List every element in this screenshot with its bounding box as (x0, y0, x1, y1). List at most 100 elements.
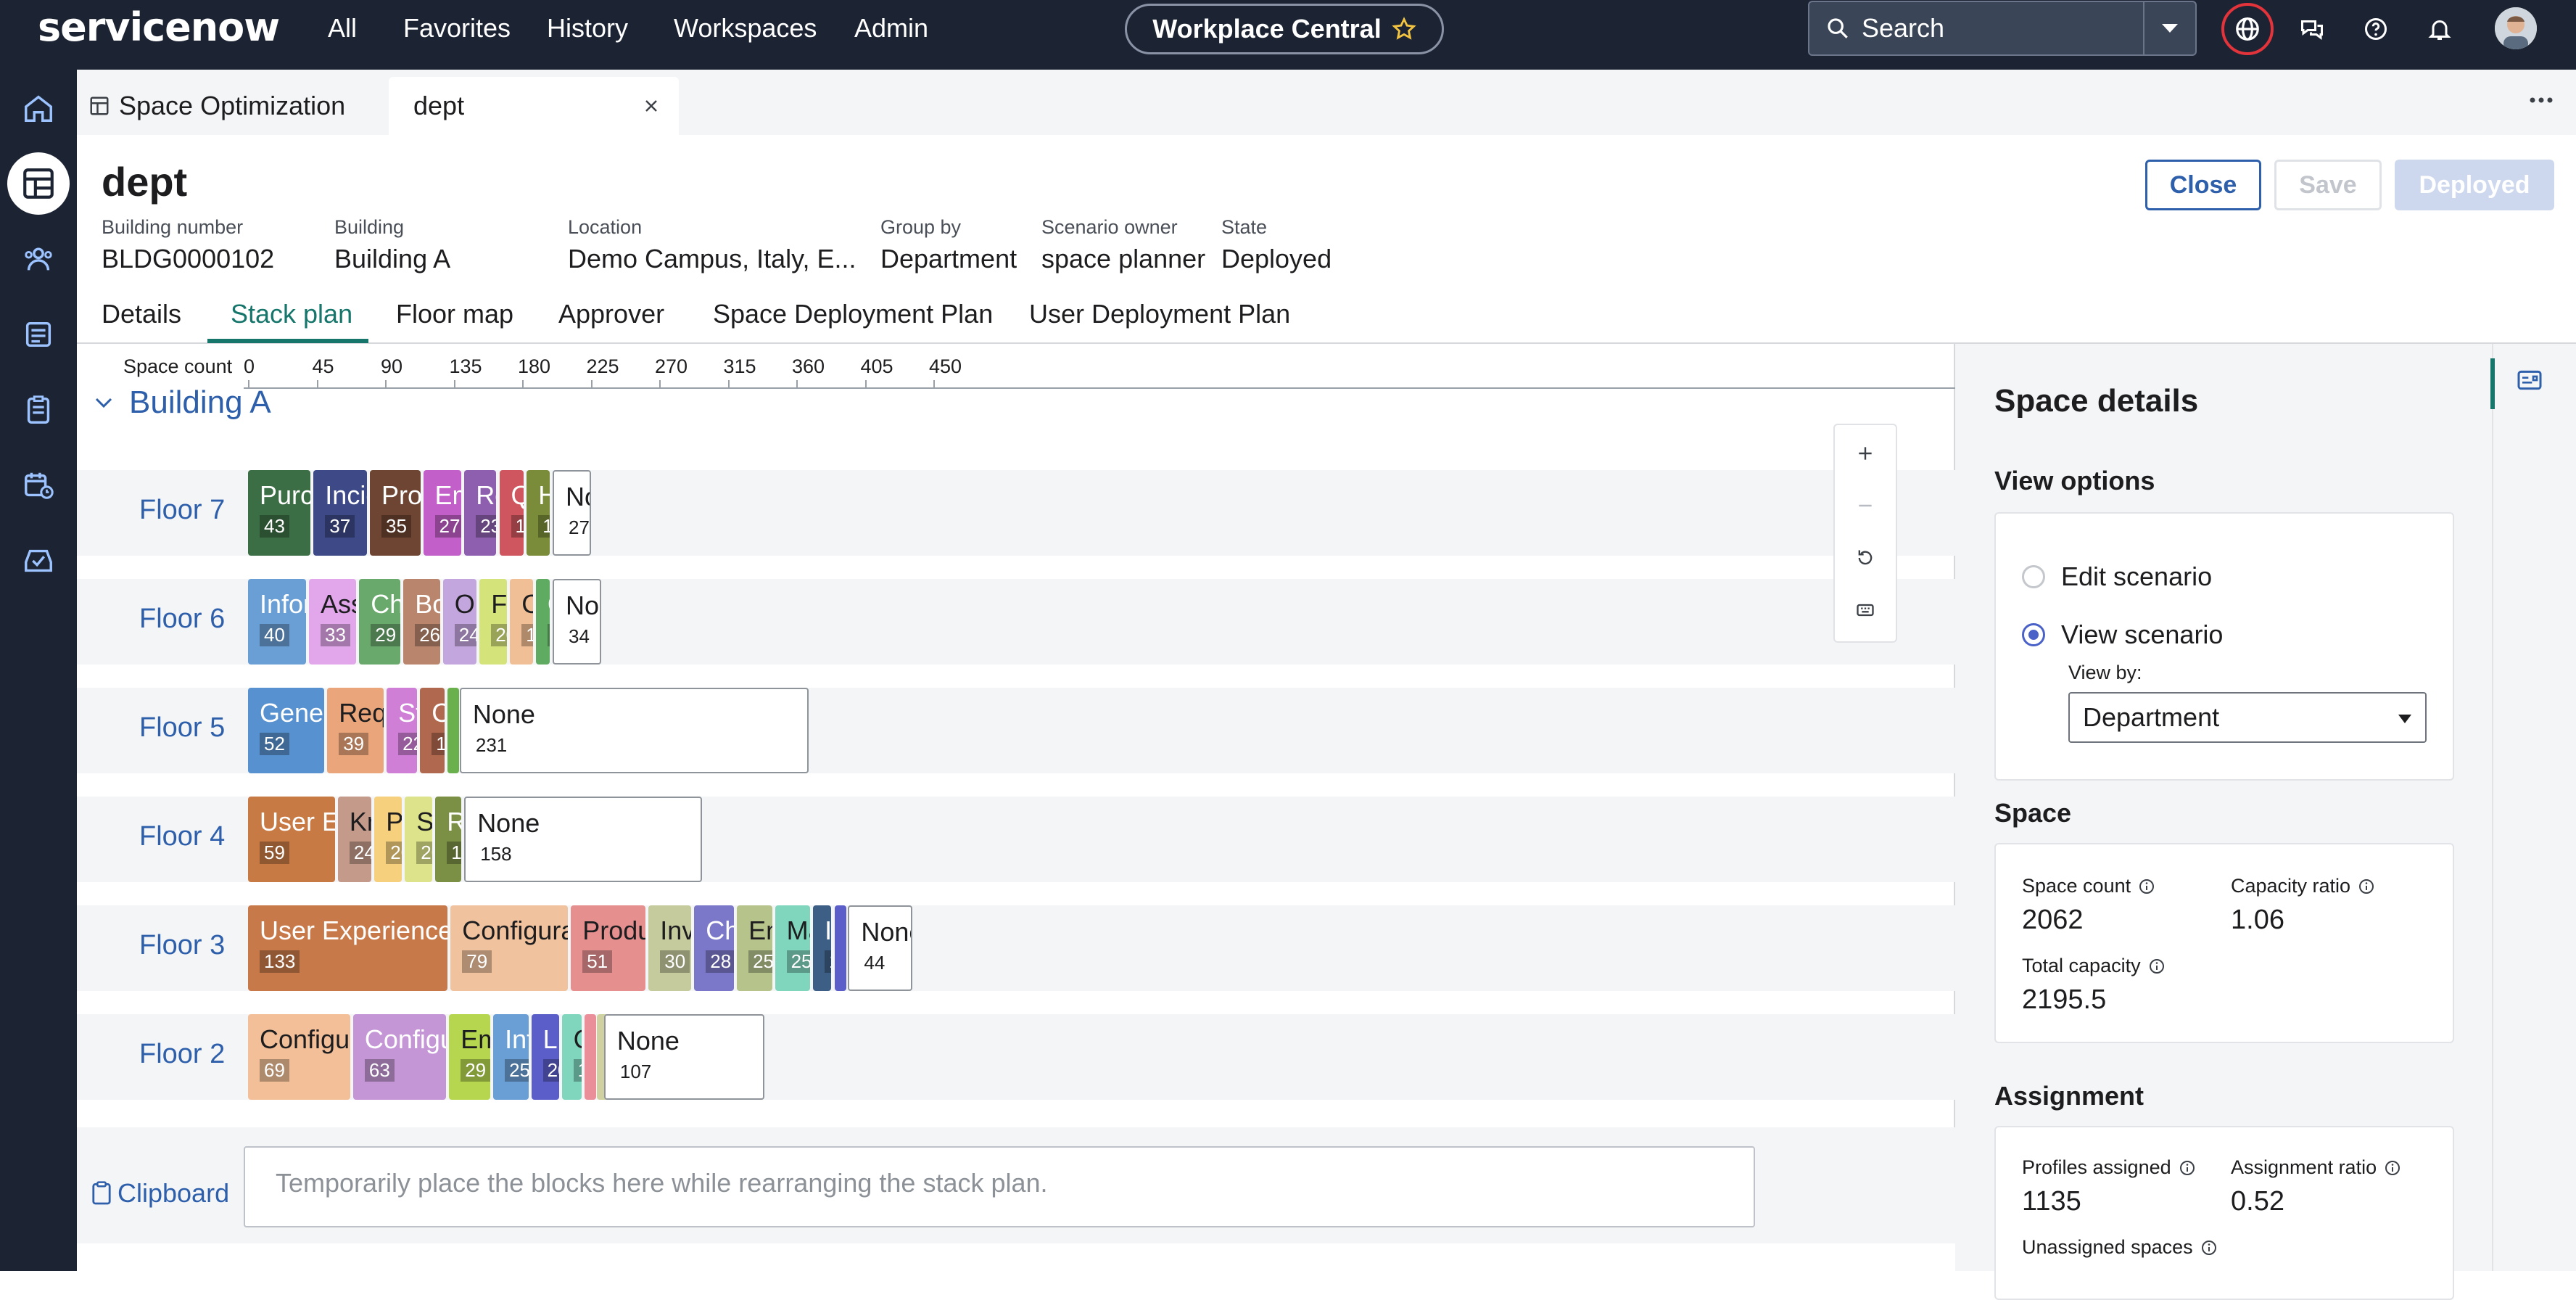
department-block[interactable]: Configuration Mana... 79 (450, 905, 569, 991)
department-block[interactable]: L... 20 (531, 1014, 559, 1100)
department-block[interactable]: I... 14 (813, 905, 832, 991)
tab-stack-plan[interactable]: Stack plan (231, 299, 353, 329)
department-block[interactable]: R... 19 (435, 797, 462, 882)
department-block[interactable]: Inve... 30 (648, 905, 692, 991)
department-block[interactable]: C... 17 (510, 579, 533, 665)
people-icon[interactable] (0, 228, 77, 290)
star-icon[interactable] (1392, 17, 1416, 41)
department-block[interactable]: Q... 18 (499, 470, 524, 556)
department-block[interactable]: Em... 27 (423, 470, 462, 556)
nav-all[interactable]: All (328, 13, 358, 43)
chevron-down-icon[interactable] (93, 392, 115, 414)
chat-icon[interactable] (2296, 13, 2328, 45)
tab-space-optimization[interactable]: Space Optimization (88, 77, 379, 135)
department-block[interactable]: User Experien... 59 (248, 797, 335, 882)
department-block[interactable]: Asset... 33 (309, 579, 357, 665)
home-icon[interactable] (0, 77, 77, 139)
info-icon[interactable] (2200, 1239, 2218, 1256)
unassigned-block[interactable]: None 44 (848, 905, 912, 991)
department-block[interactable]: S... 20 (405, 797, 433, 882)
stack-plan-icon[interactable] (0, 152, 77, 215)
tab-details[interactable]: Details (102, 299, 182, 329)
tab-approver[interactable]: Approver (558, 299, 665, 329)
view-scenario-radio[interactable]: View scenario (2022, 620, 2223, 650)
user-avatar[interactable] (2495, 7, 2537, 49)
department-block[interactable]: C... 18 (420, 688, 445, 773)
department-block[interactable]: Incide... 37 (313, 470, 367, 556)
info-icon[interactable] (2138, 878, 2155, 895)
inbox-check-icon[interactable] (0, 530, 77, 592)
nav-history[interactable]: History (547, 13, 629, 43)
nav-workspaces[interactable]: Workspaces (674, 13, 817, 43)
department-block[interactable]: User Experience 133 (248, 905, 448, 991)
department-block[interactable]: C1 (535, 579, 550, 665)
department-block[interactable]: Em... 25 (737, 905, 772, 991)
list-icon[interactable] (0, 303, 77, 366)
department-block[interactable]: Bo... 26 (403, 579, 440, 665)
department-block[interactable]: Cha... 29 (359, 579, 401, 665)
department-block[interactable]: P... 20 (374, 797, 402, 882)
calendar-clock-icon[interactable] (0, 454, 77, 517)
save-button[interactable]: Save (2274, 160, 2382, 210)
department-block[interactable]: H... 17 (527, 470, 550, 556)
department-block[interactable]: Configuration M... 69 (248, 1014, 350, 1100)
nav-admin[interactable]: Admin (854, 13, 929, 43)
unassigned-block[interactable]: None 107 (603, 1014, 764, 1100)
more-options-icon[interactable] (2528, 96, 2554, 104)
tab-space-deployment-plan[interactable]: Space Deployment Plan (713, 299, 994, 329)
department-block[interactable]: C... 15 (561, 1014, 582, 1100)
department-block[interactable]: Reques... 39 (327, 688, 384, 773)
servicenow-logo[interactable]: servicenow (38, 4, 280, 50)
department-block[interactable]: Ma... 25 (775, 905, 811, 991)
department-block[interactable]: St... 22 (387, 688, 418, 773)
info-icon[interactable] (2148, 958, 2166, 975)
unassigned-block[interactable]: None 231 (459, 688, 809, 773)
clipboard-label[interactable]: Clipboard (91, 1178, 229, 1209)
unassigned-block[interactable]: None 158 (464, 797, 702, 882)
department-block[interactable]: Production 51 (571, 905, 646, 991)
department-block[interactable]: Informa... 40 (248, 579, 306, 665)
view-by-select[interactable]: Department (2068, 692, 2427, 743)
deployed-button[interactable]: Deployed (2395, 160, 2554, 210)
department-block[interactable]: Fi... 20 (479, 579, 508, 665)
edit-scenario-radio[interactable]: Edit scenario (2022, 561, 2212, 592)
clipboard-dropzone[interactable]: Temporarily place the blocks here while … (244, 1146, 1755, 1227)
nav-favorites[interactable]: Favorites (403, 13, 511, 43)
department-block[interactable]: Purchasi... 43 (248, 470, 311, 556)
tab-floor-map[interactable]: Floor map (396, 299, 514, 329)
zoom-out-icon[interactable] (1835, 480, 1896, 531)
department-block[interactable]: Op... 24 (442, 579, 477, 665)
search-scope-dropdown[interactable] (2143, 2, 2195, 54)
department-block[interactable]: Kn... 24 (337, 797, 372, 882)
globe-icon[interactable] (2232, 13, 2263, 45)
department-block[interactable]: General Ma... 52 (248, 688, 325, 773)
info-icon[interactable] (2384, 1159, 2401, 1177)
details-card-icon[interactable] (2515, 366, 2544, 395)
tab-dept[interactable]: dept (389, 77, 679, 135)
info-icon[interactable] (2179, 1159, 2196, 1177)
keyboard-icon[interactable] (1835, 585, 1896, 635)
clipboard-list-icon[interactable] (0, 379, 77, 441)
bell-icon[interactable] (2424, 13, 2456, 45)
department-block[interactable]: Inf... 25 (493, 1014, 529, 1100)
reset-icon[interactable] (1835, 532, 1896, 583)
department-block[interactable]: Re... 23 (464, 470, 497, 556)
department-block[interactable]: Configuration ... 63 (352, 1014, 447, 1100)
unassigned-block[interactable]: None 27 (553, 470, 591, 556)
department-block[interactable] (834, 905, 846, 991)
zoom-in-icon[interactable] (1835, 428, 1896, 479)
close-icon[interactable] (643, 97, 660, 115)
department-block[interactable]: Produ... 35 (370, 470, 421, 556)
help-icon[interactable] (2360, 13, 2392, 45)
close-button[interactable]: Close (2145, 160, 2261, 210)
building-header[interactable]: Building A (93, 384, 271, 421)
tab-user-deployment-plan[interactable]: User Deployment Plan (1029, 299, 1291, 329)
department-block[interactable]: ( (447, 688, 460, 773)
global-search[interactable]: Search (1808, 1, 2197, 56)
workspace-pill[interactable]: Workplace Central (1125, 4, 1444, 54)
department-block[interactable]: Emp... 29 (449, 1014, 491, 1100)
department-block[interactable] (585, 1014, 597, 1100)
info-icon[interactable] (2358, 878, 2375, 895)
unassigned-block[interactable]: None 34 (553, 579, 602, 665)
department-block[interactable]: Cha... 28 (694, 905, 735, 991)
